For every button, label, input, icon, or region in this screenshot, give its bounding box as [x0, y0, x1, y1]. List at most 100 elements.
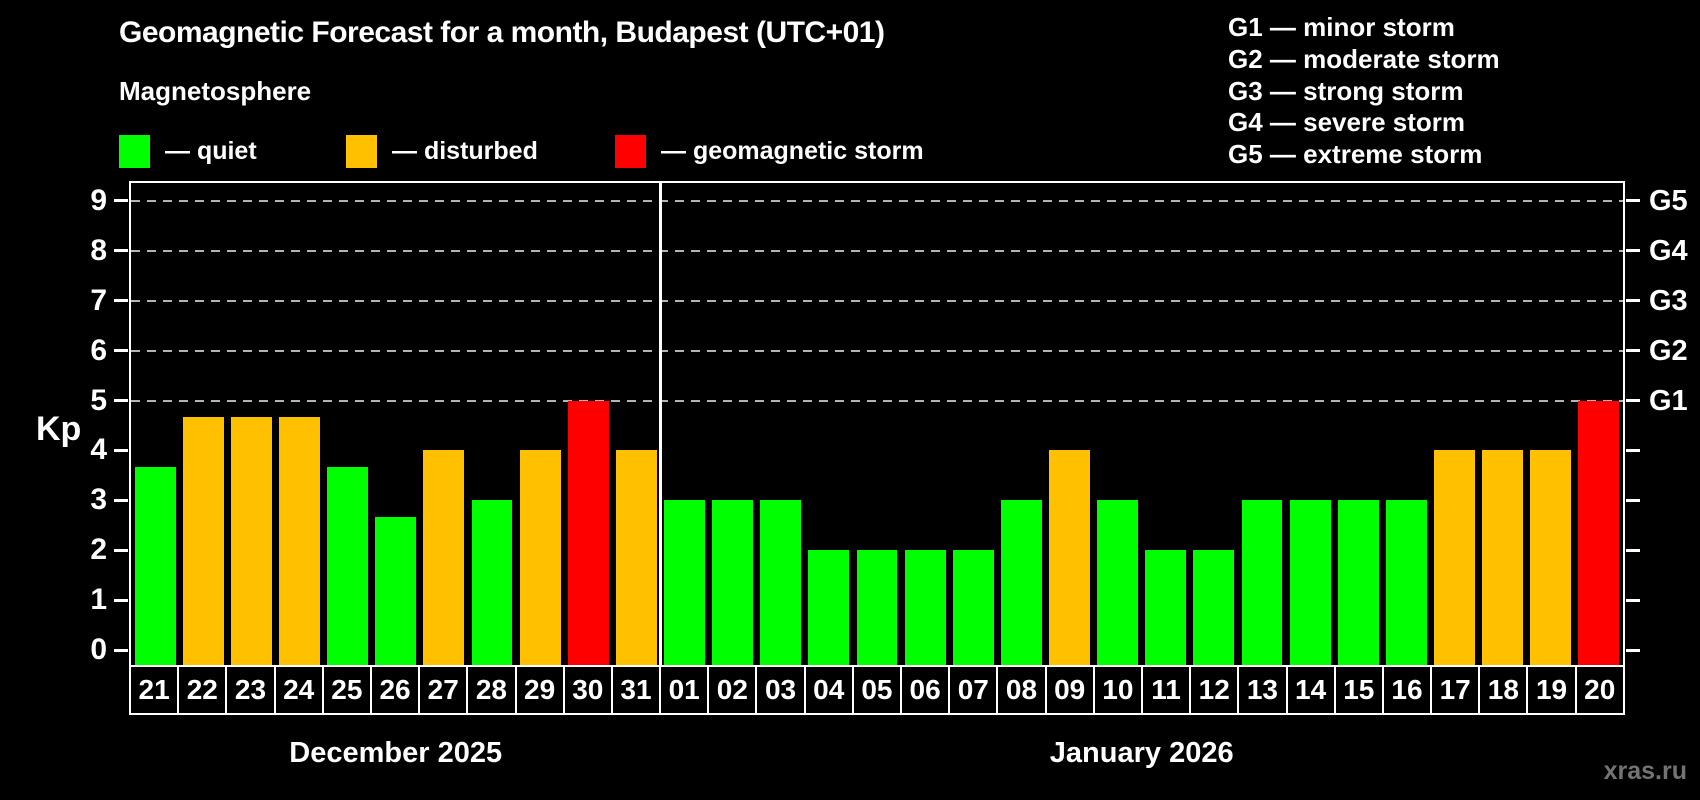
month-label: January 2026: [1049, 737, 1234, 769]
y-axis-tick-right: [1626, 249, 1640, 253]
legend-item-storm: — geomagnetic storm: [615, 134, 924, 168]
storm-scale-g4: G4 — severe storm: [1228, 107, 1466, 138]
y-axis-tick-left: [114, 448, 128, 452]
kp-bar: [1578, 400, 1620, 667]
date-cell: 10: [1095, 667, 1143, 713]
date-cell: 18: [1480, 667, 1529, 713]
y-axis-tick-left: [114, 349, 128, 353]
date-cell: 21: [131, 667, 180, 713]
date-cell: 09: [1047, 667, 1095, 713]
y-axis-tick-left: [114, 399, 128, 403]
storm-scale-g1: G1 — minor storm: [1228, 12, 1455, 42]
subtitle-magnetosphere: Magnetosphere: [119, 76, 312, 106]
date-cell: 28: [468, 667, 517, 713]
y-axis-tick-label: 4: [90, 433, 107, 467]
y-axis-tick-right: [1626, 199, 1640, 203]
date-cell: 22: [179, 667, 228, 713]
legend-item-disturbed: — disturbed: [346, 134, 538, 168]
g-scale-label: G1: [1649, 384, 1688, 417]
date-cell: 24: [276, 667, 324, 713]
kp-bar: [904, 550, 946, 667]
legend-item-quiet: — quiet: [119, 134, 257, 168]
y-axis-tick-right: [1626, 349, 1640, 353]
disturbed-color-swatch: [346, 134, 377, 168]
kp-gridline: [131, 349, 1623, 352]
kp-bar: [327, 466, 369, 667]
y-axis-tick-label: 0: [90, 633, 107, 667]
storm-scale-g3: G3 — strong storm: [1228, 75, 1464, 106]
date-cell: 14: [1288, 667, 1336, 713]
plot-area: [129, 181, 1625, 669]
x-axis-date-row: 21 22 23 24 25 26 27 28 29 30 31 01 02 03 04 05 06 07 08 09…: [129, 665, 1625, 715]
kp-bar: [1000, 500, 1042, 667]
y-axis-tick-left: [114, 648, 128, 652]
date-cell: 04: [806, 667, 854, 713]
kp-bar: [278, 417, 320, 667]
month-label: December 2025: [289, 737, 503, 769]
date-cell: 17: [1432, 667, 1481, 713]
y-axis-tick-left: [114, 199, 128, 203]
date-cell: 03: [757, 667, 806, 713]
y-axis-tick-right: [1626, 548, 1640, 552]
date-cell: 16: [1384, 667, 1433, 713]
kp-gridline: [131, 399, 1623, 402]
y-axis-tick-left: [114, 299, 128, 303]
storm-scale-g2: G2 — moderate storm: [1228, 43, 1500, 74]
kp-bar: [1193, 550, 1235, 667]
date-cell: 06: [902, 667, 951, 713]
y-axis-tick-right: [1626, 498, 1640, 502]
kp-bar: [808, 550, 850, 667]
y-axis-tick-left: [114, 249, 128, 253]
kp-bar: [1530, 450, 1572, 667]
date-cell: 05: [854, 667, 902, 713]
month-separator-line: [658, 183, 662, 667]
y-axis-tick-label: 3: [90, 483, 107, 517]
y-axis-tick-label: 5: [90, 383, 107, 417]
kp-bar: [519, 450, 561, 667]
y-axis-tick-left: [114, 598, 128, 602]
kp-bar: [134, 466, 176, 667]
storm-color-swatch: [615, 134, 646, 168]
kp-bar: [664, 500, 705, 667]
kp-bar: [1049, 450, 1090, 667]
legend-label-storm: — geomagnetic storm: [661, 136, 924, 165]
kp-gridline: [131, 299, 1623, 302]
kp-bar: [1241, 500, 1283, 667]
kp-bar: [1097, 500, 1139, 667]
y-axis-tick-left: [114, 498, 128, 502]
y-axis-tick-left: [114, 548, 128, 552]
kp-bar: [1482, 450, 1524, 667]
kp-bar: [471, 500, 513, 667]
y-axis-tick-right: [1626, 299, 1640, 303]
date-cell: 20: [1584, 674, 1616, 705]
date-cell: 23: [227, 667, 276, 713]
y-axis-tick-label: 9: [90, 183, 107, 217]
date-cell: 13: [1239, 667, 1288, 713]
g-scale-label: G5: [1649, 184, 1688, 217]
date-cell: 19: [1528, 667, 1577, 713]
kp-bar: [1434, 450, 1475, 667]
date-cell: 30: [565, 667, 613, 713]
date-cell: 26: [372, 667, 421, 713]
kp-bar: [423, 450, 465, 667]
date-cell: 29: [517, 667, 565, 713]
date-cell: 12: [1191, 667, 1240, 713]
g-scale-label: G2: [1649, 334, 1688, 367]
storm-scale-legend: G1 — minor storm G2 — moderate storm G3 …: [1228, 12, 1500, 171]
watermark-xras: xras.ru: [1603, 757, 1687, 785]
kp-bar: [952, 550, 994, 667]
date-cell: 11: [1143, 667, 1192, 713]
y-axis-tick-label: 8: [90, 233, 107, 267]
y-axis-tick-label: 2: [90, 533, 107, 567]
page-title: Geomagnetic Forecast for a month, Budape…: [119, 16, 885, 49]
legend-label-disturbed: — disturbed: [392, 136, 538, 165]
date-cell: 27: [420, 667, 469, 713]
y-axis-tick-right: [1626, 648, 1640, 652]
kp-bar: [230, 417, 272, 667]
kp-bar: [712, 500, 754, 667]
date-cell: 25: [324, 667, 372, 713]
kp-bar: [1385, 500, 1427, 667]
kp-bar: [760, 500, 802, 667]
kp-bar: [1289, 500, 1331, 667]
